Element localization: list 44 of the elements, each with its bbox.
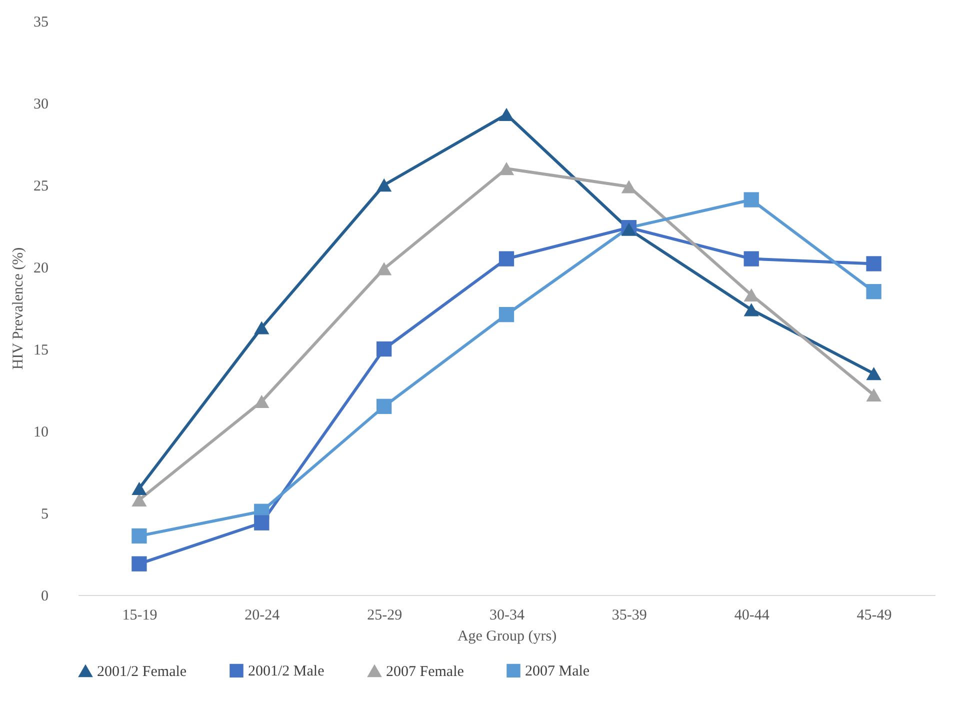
point (866, 388, 882, 402)
legend-label: 2007 Female (386, 664, 464, 680)
x-tick-label: 25-29 (367, 608, 402, 624)
point (376, 398, 392, 414)
point (132, 556, 147, 572)
point (376, 262, 392, 276)
point (866, 256, 882, 272)
y-tick-label: 20 (34, 260, 48, 276)
legend-label: 2001/2 Male (248, 664, 325, 680)
point (498, 162, 514, 176)
point (254, 321, 270, 334)
legend-label: 2001/2 Female (97, 664, 187, 680)
point (744, 303, 759, 316)
x-axis-title: Age Group (yrs) (457, 628, 557, 644)
x-tick-label: 35-39 (612, 608, 647, 624)
point (376, 341, 392, 357)
y-tick-label: 15 (34, 342, 48, 358)
point (132, 482, 147, 495)
y-tick-label: 10 (34, 424, 48, 440)
y-tick-label: 5 (41, 506, 48, 522)
point (866, 367, 882, 380)
point (132, 493, 147, 506)
x-tick-label: 20-24 (244, 608, 280, 624)
point (744, 251, 759, 266)
x-tick-label: 45-49 (856, 608, 892, 624)
x-tick-label: 30-34 (490, 608, 525, 624)
point (744, 288, 759, 302)
x-tick-label: 15-19 (122, 608, 158, 624)
y-tick-label: 30 (34, 96, 48, 112)
y-axis-title: HIV Prevalence (%) (10, 247, 26, 370)
x-tick-label: 40-44 (734, 608, 770, 624)
y-tick-label: 25 (34, 178, 48, 194)
point (132, 528, 147, 544)
y-tick-label: 0 (41, 588, 48, 604)
y-tick-label: 35 (34, 14, 48, 30)
point (744, 192, 759, 208)
legend-label: 2007 Male (525, 664, 590, 680)
point (254, 515, 270, 530)
point (376, 178, 392, 192)
point (254, 394, 270, 408)
point (498, 108, 514, 122)
point (866, 284, 882, 300)
point (498, 251, 514, 266)
point (498, 306, 514, 322)
